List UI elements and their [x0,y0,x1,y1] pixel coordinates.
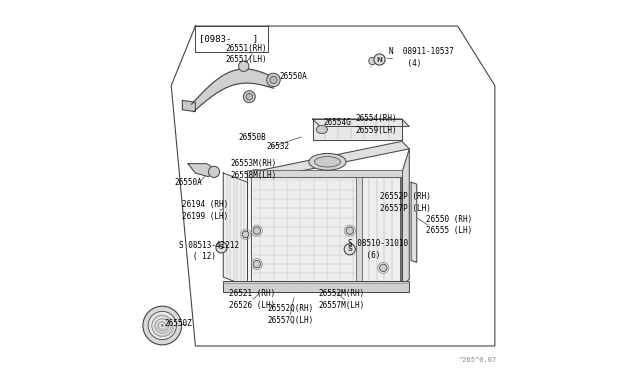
Polygon shape [191,69,275,112]
Text: 26553M(RH)
26558M(LH): 26553M(RH) 26558M(LH) [231,159,277,180]
Circle shape [209,166,220,177]
Ellipse shape [314,157,340,167]
Text: 26194 (RH)
26199 (LH): 26194 (RH) 26199 (LH) [182,200,228,221]
Text: 26554(RH)
26559(LH): 26554(RH) 26559(LH) [355,114,397,135]
Text: 26551(RH)
26551(LH): 26551(RH) 26551(LH) [225,44,267,64]
Text: 26550B: 26550B [238,133,266,142]
Ellipse shape [316,125,328,134]
Polygon shape [248,141,410,180]
Text: 26552P (RH)
26557P (LH): 26552P (RH) 26557P (LH) [380,192,430,213]
Polygon shape [248,173,402,286]
Circle shape [270,76,277,84]
Text: S: S [348,246,352,252]
Circle shape [344,244,355,255]
FancyBboxPatch shape [248,170,402,177]
Polygon shape [188,164,216,177]
Circle shape [246,93,253,100]
Text: N: N [376,57,383,62]
Circle shape [143,306,182,345]
FancyBboxPatch shape [251,177,357,283]
Circle shape [216,242,227,253]
Circle shape [161,324,164,327]
Text: S: S [219,244,224,250]
Text: S 08510-31010
    (6): S 08510-31010 (6) [348,239,408,260]
Polygon shape [312,119,402,140]
Text: 26550A: 26550A [279,72,307,81]
Text: ^265^0.67: ^265^0.67 [458,357,497,363]
Polygon shape [223,173,248,286]
FancyBboxPatch shape [361,177,400,283]
Text: 26552M(RH)
26557M(LH): 26552M(RH) 26557M(LH) [318,289,364,310]
Text: 26550A: 26550A [175,178,203,187]
FancyBboxPatch shape [195,26,268,52]
Text: 26550 (RH)
26555 (LH): 26550 (RH) 26555 (LH) [426,215,472,235]
Text: 26554G: 26554G [324,118,351,127]
Ellipse shape [309,154,346,170]
Text: [0983-    ]: [0983- ] [199,35,258,44]
Polygon shape [402,149,410,286]
Circle shape [374,54,385,65]
Text: 26532: 26532 [266,142,289,151]
Circle shape [243,91,255,103]
Polygon shape [312,119,410,126]
Circle shape [253,260,260,268]
Text: 26550Z: 26550Z [164,319,192,328]
Circle shape [369,57,376,65]
Circle shape [243,231,249,238]
Circle shape [239,61,249,71]
Text: 26552Q(RH)
26557Q(LH): 26552Q(RH) 26557Q(LH) [268,304,314,325]
Polygon shape [411,182,417,262]
Circle shape [148,311,177,340]
Polygon shape [182,100,195,112]
Circle shape [380,264,387,272]
FancyBboxPatch shape [356,177,362,283]
Circle shape [267,73,280,87]
Circle shape [346,227,353,234]
Circle shape [253,227,260,234]
Text: N  08911-10537
    (4): N 08911-10537 (4) [389,47,454,68]
Text: S 08513-41212
   ( 12): S 08513-41212 ( 12) [179,241,239,262]
FancyBboxPatch shape [223,281,410,292]
Text: 26521 (RH)
26526 (LH): 26521 (RH) 26526 (LH) [229,289,275,310]
